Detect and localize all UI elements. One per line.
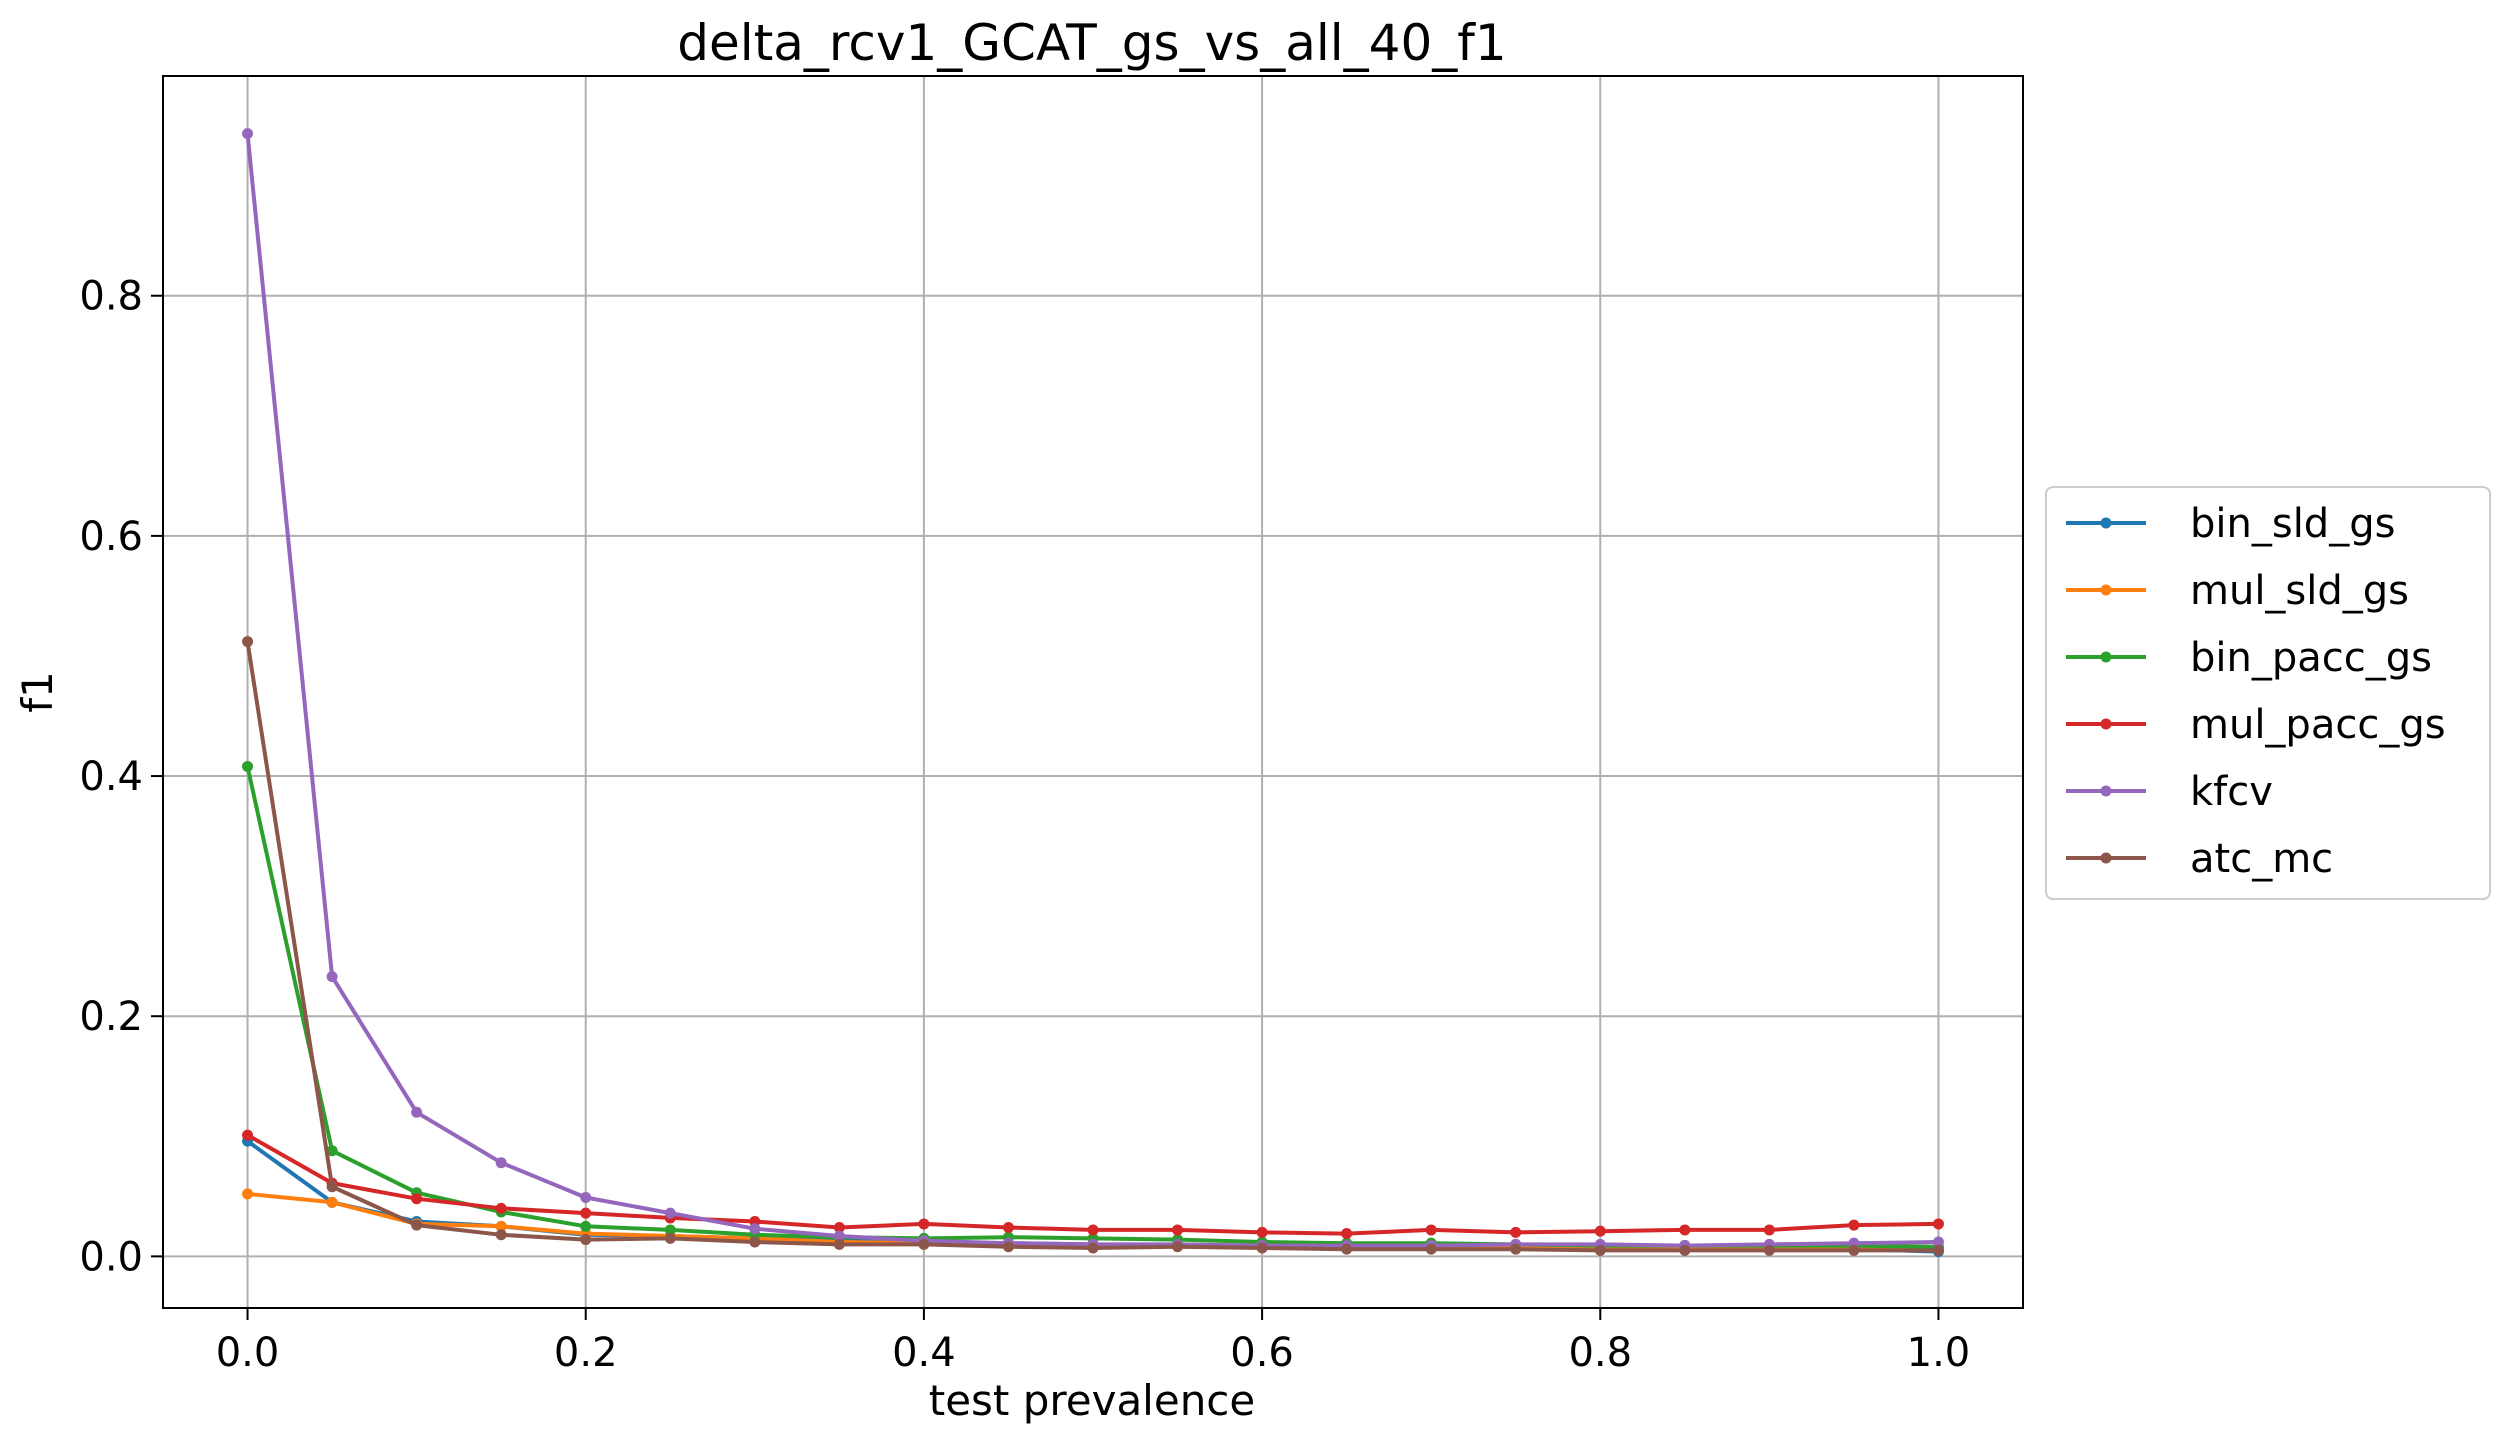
data-point bbox=[833, 1230, 845, 1242]
legend-label: bin_sld_gs bbox=[2190, 501, 2395, 547]
x-axis-label: test prevalence bbox=[929, 1376, 1256, 1425]
legend-swatch-marker bbox=[2100, 718, 2112, 730]
y-tick-label: 0.2 bbox=[79, 994, 143, 1040]
data-point bbox=[1932, 1236, 1944, 1248]
legend-label: mul_pacc_gs bbox=[2190, 702, 2446, 748]
data-point bbox=[918, 1238, 930, 1250]
legend-label: bin_pacc_gs bbox=[2190, 635, 2432, 681]
data-point bbox=[326, 971, 338, 983]
data-point bbox=[242, 128, 254, 140]
data-point bbox=[1932, 1244, 1944, 1256]
data-point bbox=[1341, 1243, 1353, 1255]
data-point bbox=[495, 1202, 507, 1214]
data-point bbox=[1848, 1244, 1860, 1256]
legend-item: kfcv bbox=[2066, 769, 2273, 815]
data-point bbox=[1002, 1222, 1014, 1234]
legend-box bbox=[2045, 486, 2491, 900]
data-point bbox=[1172, 1241, 1184, 1253]
grid bbox=[163, 76, 2023, 1308]
y-tick-label: 0.4 bbox=[79, 754, 143, 800]
data-point bbox=[1341, 1228, 1353, 1240]
data-point bbox=[1087, 1242, 1099, 1254]
data-point bbox=[580, 1192, 592, 1204]
data-point bbox=[580, 1207, 592, 1219]
y-tick-label: 0.6 bbox=[79, 514, 143, 560]
data-point bbox=[1594, 1244, 1606, 1256]
data-point bbox=[1425, 1243, 1437, 1255]
series-mul-pacc-gs bbox=[242, 1129, 1944, 1240]
data-point bbox=[495, 1220, 507, 1232]
data-point bbox=[1510, 1243, 1522, 1255]
axis-ticks: 0.0 0.2 0.4 0.6 0.8 1.0 0.0 0.2 0.4 0.6 0.8 bbox=[79, 274, 1970, 1376]
x-tick-label: 0.6 bbox=[1230, 1330, 1294, 1376]
data-point bbox=[1172, 1224, 1184, 1236]
legend-swatch-marker bbox=[2100, 785, 2112, 797]
plot-area-frame bbox=[162, 75, 2024, 1309]
data-point bbox=[664, 1224, 676, 1236]
data-point bbox=[1425, 1224, 1437, 1236]
data-point bbox=[1256, 1226, 1268, 1238]
data-point bbox=[411, 1219, 423, 1231]
legend-item: bin_sld_gs bbox=[2066, 501, 2395, 547]
data-point bbox=[1002, 1241, 1014, 1253]
data-point bbox=[664, 1207, 676, 1219]
data-point bbox=[411, 1106, 423, 1118]
legend: bin_sld_gs mul_sld_gs bin_pacc_gs mul_pacc_… bbox=[2045, 486, 2491, 900]
data-point bbox=[326, 1196, 338, 1208]
data-point bbox=[833, 1222, 845, 1234]
x-tick-label: 0.2 bbox=[554, 1330, 618, 1376]
legend-item: bin_pacc_gs bbox=[2066, 635, 2432, 681]
legend-label: atc_mc bbox=[2190, 836, 2333, 882]
data-point bbox=[749, 1223, 761, 1235]
legend-swatch-marker bbox=[2100, 517, 2112, 529]
data-point bbox=[580, 1220, 592, 1232]
data-point bbox=[495, 1157, 507, 1169]
data-point bbox=[1679, 1224, 1691, 1236]
legend-item: atc_mc bbox=[2066, 836, 2333, 882]
data-point bbox=[1932, 1218, 1944, 1230]
x-tick-label: 0.4 bbox=[892, 1330, 956, 1376]
series-atc-mc bbox=[242, 636, 1944, 1256]
data-point bbox=[1679, 1244, 1691, 1256]
data-point bbox=[1594, 1225, 1606, 1237]
legend-item: mul_sld_gs bbox=[2066, 568, 2409, 614]
series-layer bbox=[242, 128, 1944, 1258]
data-point bbox=[1510, 1226, 1522, 1238]
data-point bbox=[1087, 1224, 1099, 1236]
data-point bbox=[1848, 1219, 1860, 1231]
x-tick-label: 0.8 bbox=[1568, 1330, 1632, 1376]
x-tick-label: 1.0 bbox=[1907, 1330, 1971, 1376]
legend-swatch-marker bbox=[2100, 651, 2112, 663]
y-tick-label: 0.8 bbox=[79, 274, 143, 320]
x-tick-label: 0.0 bbox=[216, 1330, 280, 1376]
data-point bbox=[495, 1229, 507, 1241]
data-point bbox=[326, 1181, 338, 1193]
data-point bbox=[833, 1238, 845, 1250]
data-point bbox=[1256, 1242, 1268, 1254]
data-point bbox=[242, 760, 254, 772]
data-point bbox=[749, 1236, 761, 1248]
legend-swatch-marker bbox=[2100, 852, 2112, 864]
data-point bbox=[411, 1193, 423, 1205]
data-point bbox=[242, 636, 254, 648]
y-axis-label: f1 bbox=[13, 671, 62, 713]
data-point bbox=[1763, 1244, 1775, 1256]
data-point bbox=[242, 1129, 254, 1141]
data-point bbox=[242, 1188, 254, 1200]
legend-item: mul_pacc_gs bbox=[2066, 702, 2446, 748]
legend-label: mul_sld_gs bbox=[2190, 568, 2409, 614]
data-point bbox=[580, 1234, 592, 1246]
data-point bbox=[1763, 1224, 1775, 1236]
y-tick-label: 0.0 bbox=[79, 1234, 143, 1280]
legend-label: kfcv bbox=[2190, 769, 2273, 815]
data-point bbox=[918, 1218, 930, 1230]
chart-title: delta_rcv1_GCAT_gs_vs_all_40_f1 bbox=[677, 14, 1506, 72]
legend-swatch-marker bbox=[2100, 584, 2112, 596]
data-point bbox=[664, 1232, 676, 1244]
data-point bbox=[326, 1145, 338, 1157]
